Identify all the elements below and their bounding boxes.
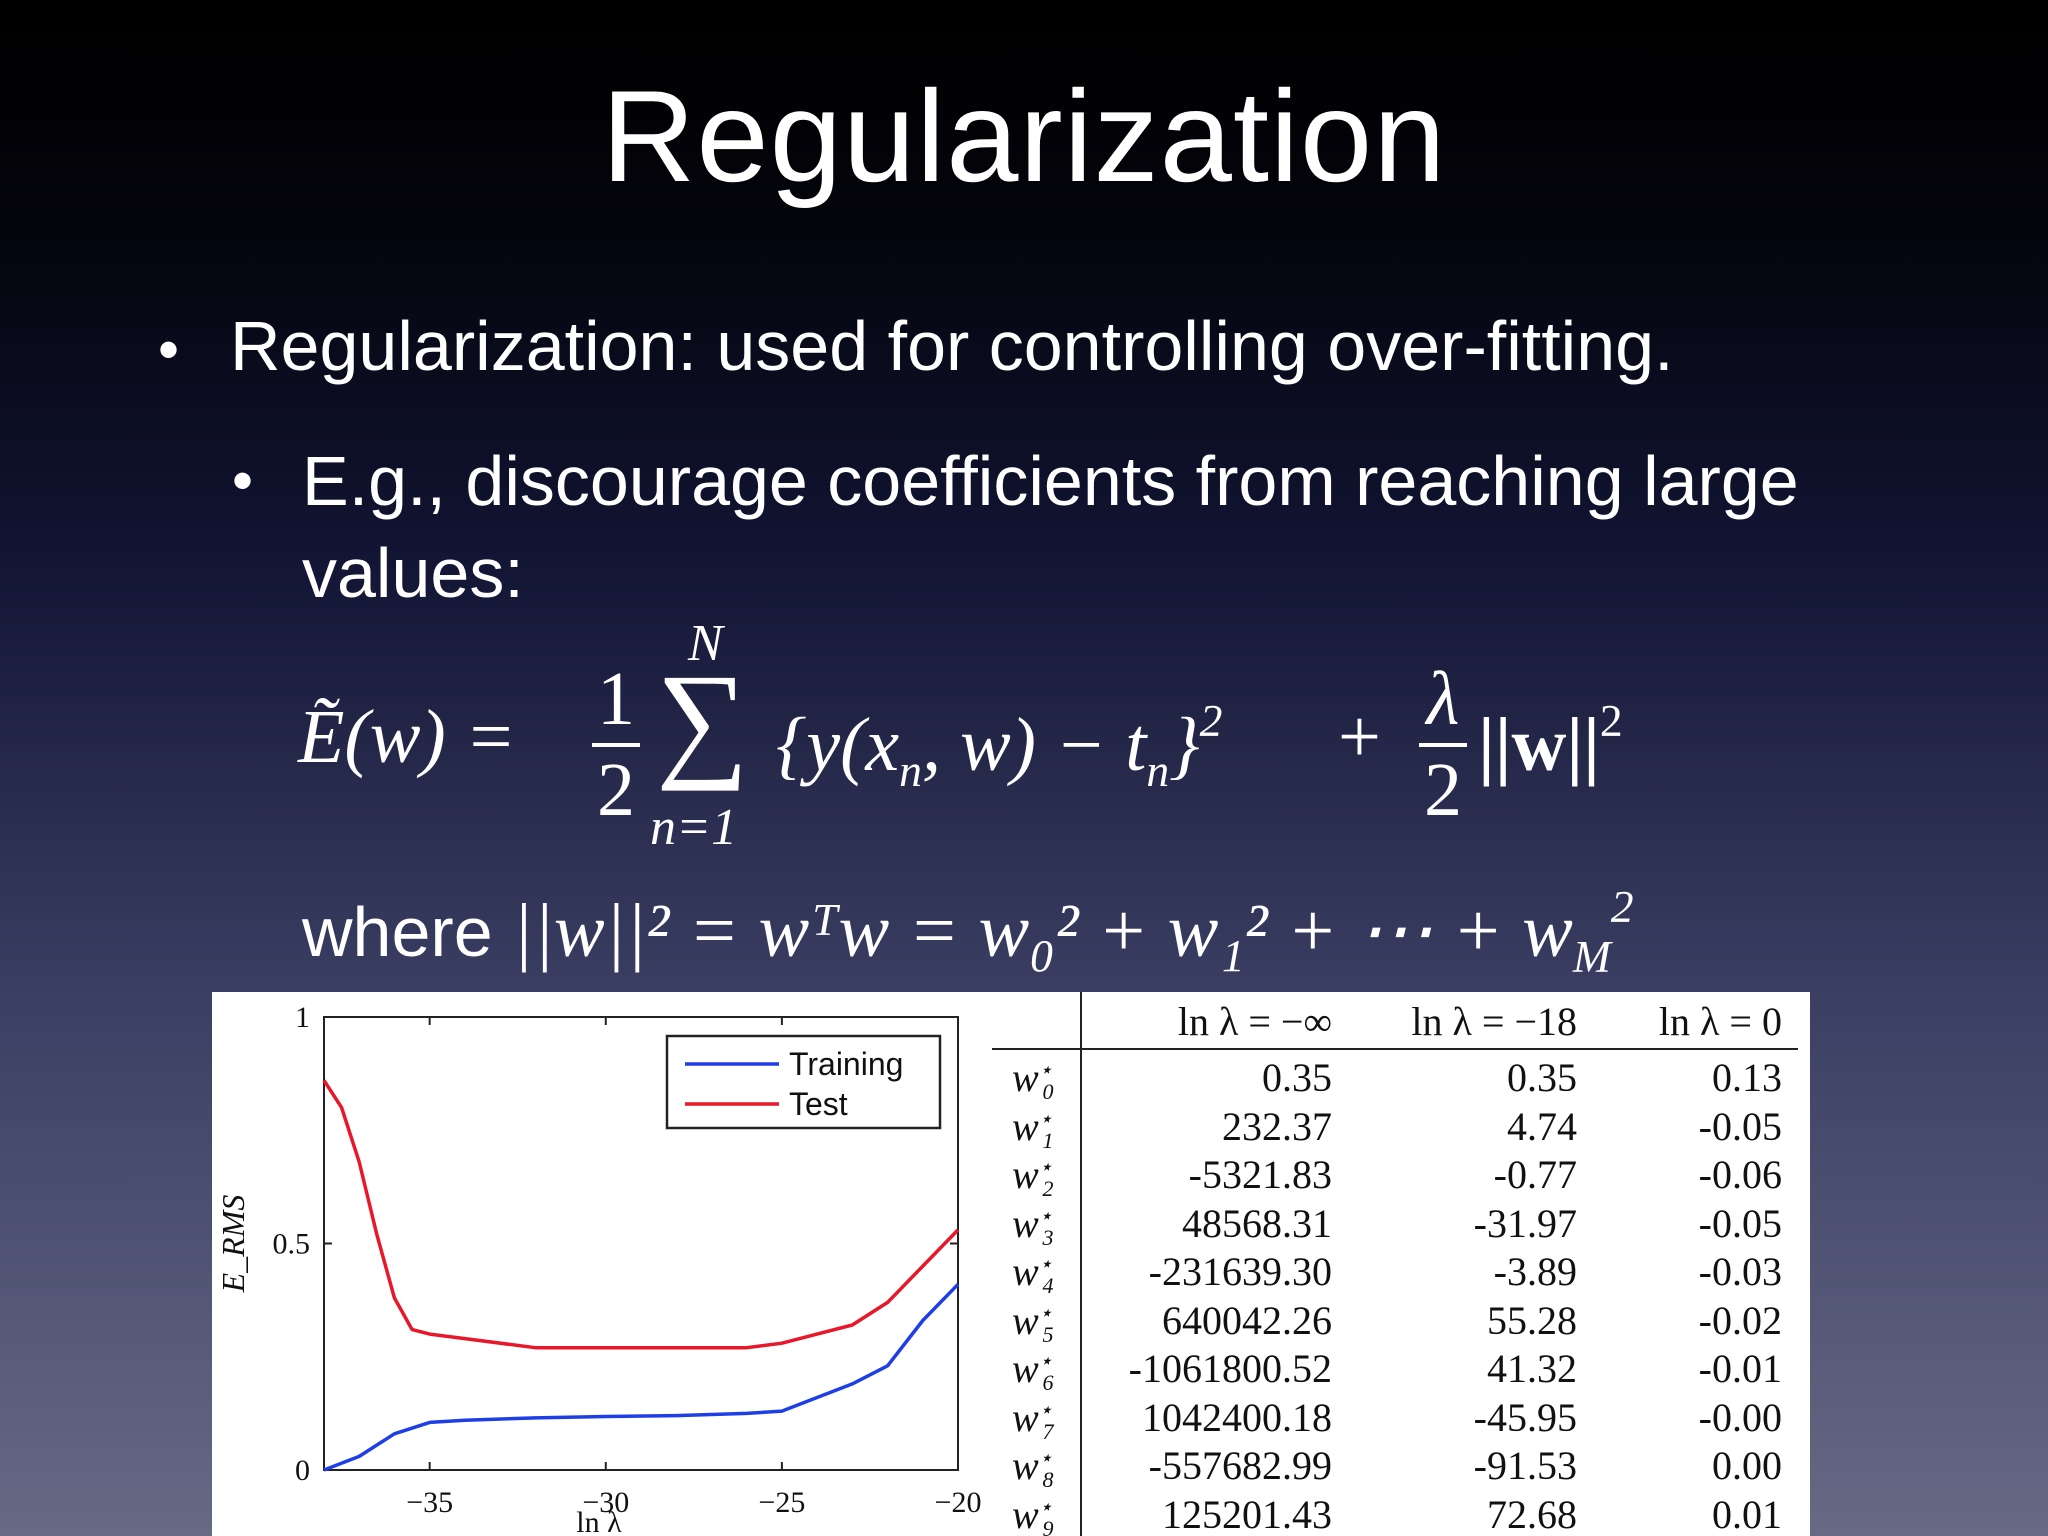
lambda-numerator: λ bbox=[1426, 657, 1460, 741]
regularized-error-equation: Ẽ(w) = 1 2 N ∑ n=1 {y(xn, w) − tn}2 + λ … bbox=[298, 615, 1798, 870]
lambda-denominator: 2 bbox=[1424, 748, 1462, 832]
table-cell: 4.74 bbox=[1507, 1103, 1577, 1149]
x-tick-label: −35 bbox=[406, 1486, 453, 1519]
half-denominator: 2 bbox=[597, 748, 635, 832]
table-cell: 0.01 bbox=[1712, 1491, 1782, 1536]
table-cell: -557682.99 bbox=[1148, 1443, 1332, 1488]
coefficient-label: w⋆7 bbox=[1012, 1394, 1054, 1444]
y-tick-label: 0.5 bbox=[273, 1228, 311, 1261]
table-cell: -0.01 bbox=[1698, 1346, 1782, 1391]
x-tick-label: −30 bbox=[582, 1486, 629, 1519]
bullet-level2: • E.g., discourage coefficients from rea… bbox=[232, 435, 1862, 619]
table-cell: -0.02 bbox=[1698, 1297, 1782, 1343]
x-tick-label: −20 bbox=[935, 1486, 982, 1519]
table-cell: 0.35 bbox=[1507, 1055, 1577, 1100]
weight-norm-term: ||w||2 bbox=[1478, 695, 1623, 788]
table-cell: -91.53 bbox=[1473, 1443, 1577, 1488]
table-row: w⋆6 -1061800.52 41.32 -0.01 bbox=[992, 1345, 1810, 1395]
y-tick-label: 0 bbox=[295, 1454, 310, 1487]
series-line-training bbox=[323, 1283, 960, 1472]
x-axis-label: ln λ bbox=[576, 1506, 622, 1536]
bullet-dot-icon: • bbox=[232, 447, 254, 514]
table-cell: 0.00 bbox=[1712, 1443, 1782, 1488]
table-row: w⋆4 -231639.30 -3.89 -0.03 bbox=[992, 1248, 1810, 1298]
coefficient-label: w⋆3 bbox=[1012, 1200, 1054, 1250]
squared-error-term: {y(xn, w) − tn}2 bbox=[776, 695, 1223, 797]
table-header-cell: ln λ = −18 bbox=[1411, 999, 1577, 1044]
bullet-level1-text: Regularization: used for controlling ove… bbox=[230, 307, 1674, 385]
plus-sign: + bbox=[1338, 695, 1381, 779]
table-cell: -5321.83 bbox=[1188, 1152, 1332, 1197]
coefficient-label: w⋆1 bbox=[1012, 1103, 1054, 1153]
table-cell: 0.35 bbox=[1262, 1055, 1332, 1100]
table-row: w⋆2 -5321.83 -0.77 -0.06 bbox=[992, 1151, 1810, 1201]
table-row: w⋆1 232.37 4.74 -0.05 bbox=[992, 1103, 1810, 1153]
sum-lower-limit: n=1 bbox=[650, 799, 738, 856]
bullet-level2-text: E.g., discourage coefficients from reach… bbox=[302, 442, 1799, 612]
table-header-cell: ln λ = −∞ bbox=[1177, 999, 1332, 1044]
where-word: where bbox=[302, 893, 493, 972]
table-cell: 1042400.18 bbox=[1142, 1394, 1332, 1440]
table-cell: -0.77 bbox=[1493, 1152, 1577, 1197]
table-cell: 41.32 bbox=[1487, 1346, 1577, 1391]
table-cell: -231639.30 bbox=[1148, 1249, 1332, 1294]
table-row: w⋆3 48568.31 -31.97 -0.05 bbox=[992, 1200, 1810, 1250]
table-row: w⋆7 1042400.18 -45.95 -0.00 bbox=[992, 1394, 1810, 1444]
coefficient-label: w⋆4 bbox=[1012, 1249, 1054, 1298]
table-cell: 72.68 bbox=[1487, 1491, 1577, 1536]
table-cell: 0.13 bbox=[1712, 1055, 1782, 1100]
half-numerator: 1 bbox=[597, 657, 635, 741]
table-row: w⋆5 640042.26 55.28 -0.02 bbox=[992, 1297, 1810, 1347]
table-cell: -0.05 bbox=[1698, 1103, 1782, 1149]
equation-lhs: Ẽ(w) = bbox=[298, 695, 517, 779]
table-cell: 125201.43 bbox=[1162, 1491, 1332, 1536]
table-row: w⋆8 -557682.99 -91.53 0.00 bbox=[992, 1442, 1810, 1492]
table-header-rule bbox=[992, 1048, 1798, 1050]
slide-title: Regularization bbox=[601, 63, 1447, 209]
table-cell: -45.95 bbox=[1473, 1394, 1577, 1440]
table-row: w⋆0 0.35 0.35 0.13 bbox=[992, 1054, 1810, 1104]
legend-label-test: Test bbox=[789, 1086, 848, 1122]
table-cell: -0.05 bbox=[1698, 1200, 1782, 1246]
table-cell: 232.37 bbox=[1222, 1103, 1332, 1149]
y-axis-label: E_RMS bbox=[215, 1195, 251, 1294]
figure-panel: −35 −30 −25 −20 0 0.5 1 ln λ E_RMS Training Test l… bbox=[212, 992, 1810, 1536]
table-cell: -0.03 bbox=[1698, 1249, 1782, 1294]
table-cell: -31.97 bbox=[1473, 1200, 1577, 1246]
sum-symbol: ∑ bbox=[656, 648, 749, 792]
table-column-rule bbox=[1080, 992, 1082, 1536]
table-cell: -0.06 bbox=[1698, 1152, 1782, 1197]
table-cell: 48568.31 bbox=[1182, 1200, 1332, 1246]
legend-label-training: Training bbox=[789, 1046, 903, 1082]
table-cell: -0.00 bbox=[1698, 1394, 1782, 1440]
table-header-cell: ln λ = 0 bbox=[1658, 999, 1782, 1044]
sum-upper-limit: N bbox=[688, 615, 723, 672]
table-cell: -3.89 bbox=[1493, 1249, 1577, 1294]
table-row: w⋆9 125201.43 72.68 0.01 bbox=[992, 1491, 1810, 1536]
bullet-level1: • Regularization: used for controlling o… bbox=[158, 300, 1674, 392]
norm-expansion: ||w||² = wᵀw = w₀² + w₁² + ⋯ + wM2 bbox=[512, 881, 1634, 983]
table-cell: 55.28 bbox=[1487, 1297, 1577, 1343]
coefficient-label: w⋆9 bbox=[1012, 1491, 1054, 1536]
coefficient-label: w⋆6 bbox=[1012, 1346, 1054, 1395]
series-line-test bbox=[322, 1079, 960, 1350]
coefficient-label: w⋆8 bbox=[1012, 1443, 1054, 1492]
norm-definition-line: where ||w||² = wᵀw = w₀² + w₁² + ⋯ + wM2 bbox=[302, 880, 1634, 983]
x-tick-label: −25 bbox=[758, 1486, 805, 1519]
y-tick-label: 1 bbox=[295, 1001, 310, 1034]
lambda-fraction: λ 2 bbox=[1413, 656, 1473, 834]
erms-chart: −35 −30 −25 −20 0 0.5 1 ln λ E_RMS Training Test bbox=[215, 1001, 982, 1536]
coefficient-label: w⋆2 bbox=[1012, 1152, 1054, 1201]
coefficient-label: w⋆0 bbox=[1012, 1055, 1054, 1104]
legend-box bbox=[665, 1034, 942, 1130]
bullet-dot-icon: • bbox=[158, 316, 180, 383]
table-cell: 640042.26 bbox=[1162, 1297, 1332, 1343]
table-header-row: ln λ = −∞ ln λ = −18 ln λ = 0 bbox=[992, 998, 1810, 1046]
half-fraction: 1 2 bbox=[586, 656, 646, 834]
table-cell: -1061800.52 bbox=[1128, 1346, 1332, 1391]
coefficient-label: w⋆5 bbox=[1012, 1297, 1054, 1347]
